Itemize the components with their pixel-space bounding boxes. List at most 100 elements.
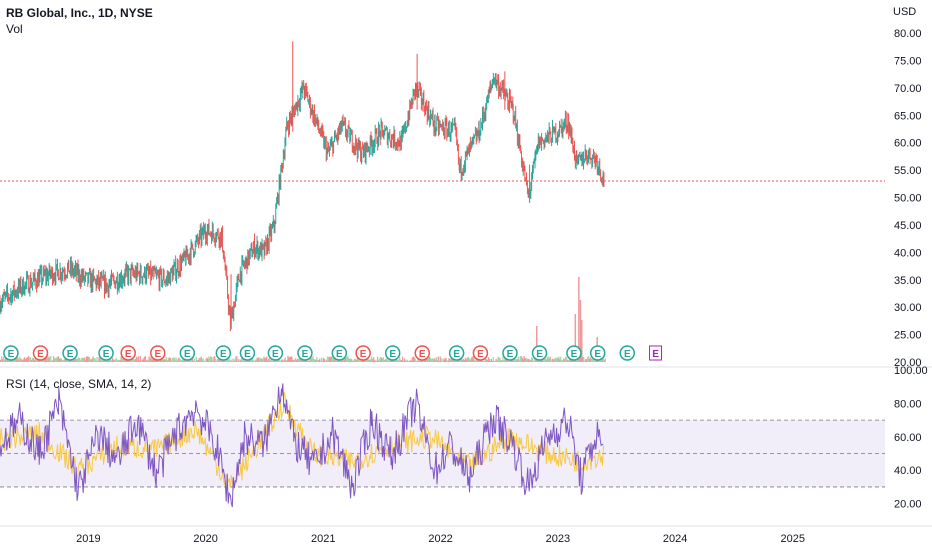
volume-bar [280, 359, 282, 362]
volume-bar [259, 359, 261, 362]
chart-title[interactable]: RB Global, Inc., 1D, NYSE [6, 6, 153, 20]
volume-bar [590, 357, 592, 362]
volume-bar [44, 357, 46, 362]
earnings-letter: E [103, 349, 110, 360]
volume-bar [144, 356, 146, 362]
time-tick-label: 2019 [76, 533, 100, 545]
volume-bar [211, 357, 213, 362]
volume-bar [116, 360, 118, 362]
volume-bar [416, 360, 418, 362]
volume-bar [165, 357, 168, 362]
earnings-letter: E [507, 349, 514, 360]
volume-bar [483, 360, 486, 362]
volume-bar [293, 359, 295, 362]
volume-bar [477, 358, 479, 362]
volume-bar [56, 356, 59, 362]
volume-bar [360, 360, 362, 362]
volume-bar [500, 360, 502, 362]
volume-bar [206, 357, 208, 362]
volume-bar [218, 358, 221, 362]
earnings-marker [120, 345, 136, 361]
volume-bar [32, 358, 35, 362]
price-tick-label: 75.00 [894, 55, 922, 67]
price-tick-label: 60.00 [894, 138, 922, 150]
volume-bar [75, 358, 77, 362]
volume-bar [433, 358, 436, 362]
volume-bar [284, 357, 286, 362]
volume-bar [345, 357, 347, 362]
volume-bar [237, 360, 239, 362]
volume-label[interactable]: Vol [6, 22, 23, 36]
volume-bar [142, 358, 144, 362]
volume-bar [409, 360, 412, 362]
volume-bar [110, 360, 113, 362]
volume-bar [209, 358, 211, 362]
volume-bar [522, 359, 524, 362]
volume-bar [493, 360, 495, 362]
volume-bar [61, 360, 63, 362]
volume-bar [487, 357, 490, 362]
volume-bar [197, 359, 199, 362]
volume-bar [160, 358, 162, 362]
volume-bar [309, 356, 311, 362]
volume-bar [33, 359, 36, 362]
volume-bar [537, 359, 540, 362]
volume-bar [373, 357, 375, 362]
volume-bar [359, 360, 361, 362]
volume-bar [556, 358, 558, 362]
volume-bar [244, 360, 247, 362]
volume-bar [228, 358, 230, 362]
volume-bar [569, 358, 572, 362]
volume-bar [543, 358, 546, 362]
volume-bar [335, 360, 337, 362]
earnings-marker [414, 345, 431, 361]
volume-bar [561, 360, 563, 362]
volume-bar [232, 358, 234, 362]
volume-bar [80, 360, 82, 362]
volume-bar [568, 357, 571, 362]
volume-bar [356, 358, 358, 362]
time-tick-label: 2020 [193, 533, 217, 545]
volume-bar [386, 358, 388, 362]
volume-bar [429, 357, 432, 362]
volume-bar [196, 360, 198, 362]
volume-bar [202, 358, 204, 362]
volume-bar [472, 356, 474, 362]
volume-bar [81, 357, 84, 362]
volume-bar [411, 357, 413, 362]
volume-bar [258, 357, 260, 362]
volume-bar [151, 359, 153, 362]
volume-bar [604, 358, 606, 362]
volume-bar [74, 357, 76, 362]
volume-bar [214, 356, 216, 362]
volume-bar [590, 358, 593, 362]
volume-bar [275, 359, 278, 362]
volume-bar [46, 357, 48, 362]
volume-bar [317, 360, 319, 362]
volume-bar [295, 360, 298, 362]
volume-bar [138, 360, 141, 362]
rsi-title[interactable]: RSI (14, close, SMA, 14, 2) [6, 377, 152, 391]
volume-bar [87, 356, 90, 362]
volume-bar [29, 357, 32, 362]
volume-bar [535, 360, 537, 362]
volume-bar [471, 357, 473, 362]
volume-bar [474, 360, 476, 362]
volume-bar [238, 359, 240, 362]
price-tick-label: 40.00 [894, 247, 922, 259]
volume-bar [17, 356, 19, 362]
volume-bar [191, 357, 194, 362]
volume-bar [377, 360, 380, 362]
volume-bar [112, 359, 115, 362]
volume-bar [533, 360, 535, 362]
volume-bar [476, 359, 478, 362]
volume-bar [415, 360, 417, 362]
earnings-marker-future [649, 345, 663, 361]
volume-bar [485, 359, 488, 362]
rsi-tick-label: 60.00 [894, 432, 922, 444]
volume-bar [461, 359, 464, 362]
volume-bar [249, 359, 251, 362]
volume-bar [546, 357, 548, 362]
volume-bar [465, 359, 467, 362]
